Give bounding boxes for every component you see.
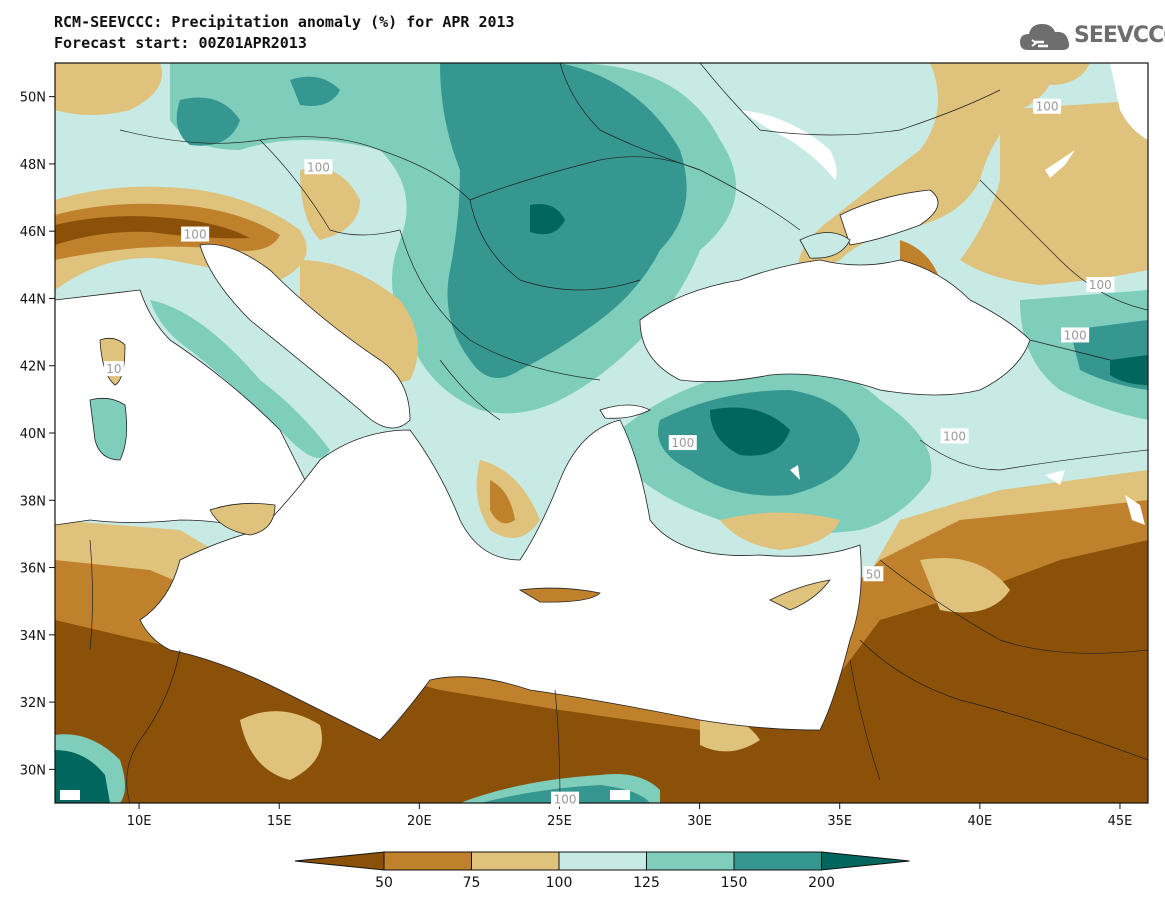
lat-tick-label: 44N bbox=[20, 292, 46, 307]
contour-label-bg bbox=[1061, 327, 1090, 343]
colorbar-level-label: 200 bbox=[808, 875, 835, 891]
lon-tick-label: 10E bbox=[127, 814, 152, 829]
lon-tick-label: 35E bbox=[827, 814, 852, 829]
lon-tick-label: 45E bbox=[1108, 814, 1133, 829]
contour-label-bg bbox=[304, 159, 333, 175]
lat-tick-label: 40N bbox=[20, 427, 46, 442]
logo-text: SEEVCCC bbox=[1074, 23, 1165, 48]
lat-tick-label: 30N bbox=[20, 763, 46, 778]
contour-label-bg bbox=[103, 361, 124, 377]
lat-tick-label: 32N bbox=[20, 696, 46, 711]
contour-label: 100 bbox=[184, 228, 207, 242]
contour-label: 100 bbox=[671, 436, 694, 450]
latitude-ticks: 50N 48N 46N 44N 42N 40N 38N 36N 34N 32N 30N bbox=[20, 91, 55, 778]
contour-label-bg bbox=[551, 791, 580, 807]
contour-label: 100 bbox=[943, 429, 966, 443]
contour-label: 100 bbox=[554, 793, 577, 807]
lon-tick-label: 20E bbox=[407, 814, 432, 829]
lat-tick-label: 46N bbox=[20, 225, 46, 240]
map-title: RCM-SEEVCCC: Precipitation anomaly (%) f… bbox=[54, 13, 515, 31]
contour-label-bg bbox=[1033, 98, 1062, 114]
lat-tick-label: 48N bbox=[20, 158, 46, 173]
colorbar-extend-low bbox=[294, 851, 385, 871]
contour-labels: 100 100 10 100 100 100 100 100 100 50 bbox=[103, 98, 1115, 807]
sea-mask bbox=[55, 63, 1148, 800]
lon-tick-label: 30E bbox=[687, 814, 712, 829]
colorbar-level-label: 50 bbox=[375, 875, 393, 891]
colorbar-level-label: 100 bbox=[546, 875, 573, 891]
colorbar-segment bbox=[471, 851, 560, 871]
contour-label-bg bbox=[940, 428, 969, 444]
colorbar-level-label: 75 bbox=[463, 875, 481, 891]
colorbar-level-label: 150 bbox=[721, 875, 748, 891]
contour-label: 100 bbox=[1036, 100, 1059, 114]
contour-label: 100 bbox=[1089, 278, 1112, 292]
country-borders bbox=[89, 63, 1148, 803]
contour-label: 100 bbox=[1064, 328, 1087, 342]
colorbar-extend-high bbox=[821, 851, 910, 871]
contour-label-bg bbox=[668, 435, 697, 451]
lon-tick-label: 15E bbox=[267, 814, 292, 829]
contour-label-bg bbox=[1086, 277, 1115, 292]
colorbar: 50 75 100 125 150 200 bbox=[294, 851, 910, 891]
lat-tick-label: 34N bbox=[20, 629, 46, 644]
contour-label: 10 bbox=[106, 362, 121, 376]
contour-label: 100 bbox=[307, 160, 330, 174]
cloud-icon bbox=[1020, 24, 1070, 50]
contour-label-bg bbox=[181, 226, 210, 242]
colorbar-segment bbox=[383, 851, 472, 871]
lon-tick-label: 40E bbox=[967, 814, 992, 829]
lat-tick-label: 42N bbox=[20, 360, 46, 375]
lat-tick-label: 36N bbox=[20, 562, 46, 577]
longitude-ticks: 10E 15E 20E 25E 30E 35E 40E 45E bbox=[127, 803, 1133, 829]
colorbar-level-label: 125 bbox=[633, 875, 660, 891]
colorbar-segment bbox=[733, 851, 822, 871]
lat-tick-label: 38N bbox=[20, 494, 46, 509]
contour-label: 50 bbox=[866, 567, 881, 581]
colorbar-segment bbox=[646, 851, 735, 871]
lon-tick-label: 25E bbox=[547, 814, 572, 829]
forecast-start-label: Forecast start: 00Z01APR2013 bbox=[54, 34, 307, 52]
contour-label-bg bbox=[863, 566, 884, 582]
seevccc-logo: SEEVCCC bbox=[1018, 18, 1165, 58]
colorbar-segment bbox=[558, 851, 647, 871]
lat-tick-label: 50N bbox=[20, 91, 46, 106]
